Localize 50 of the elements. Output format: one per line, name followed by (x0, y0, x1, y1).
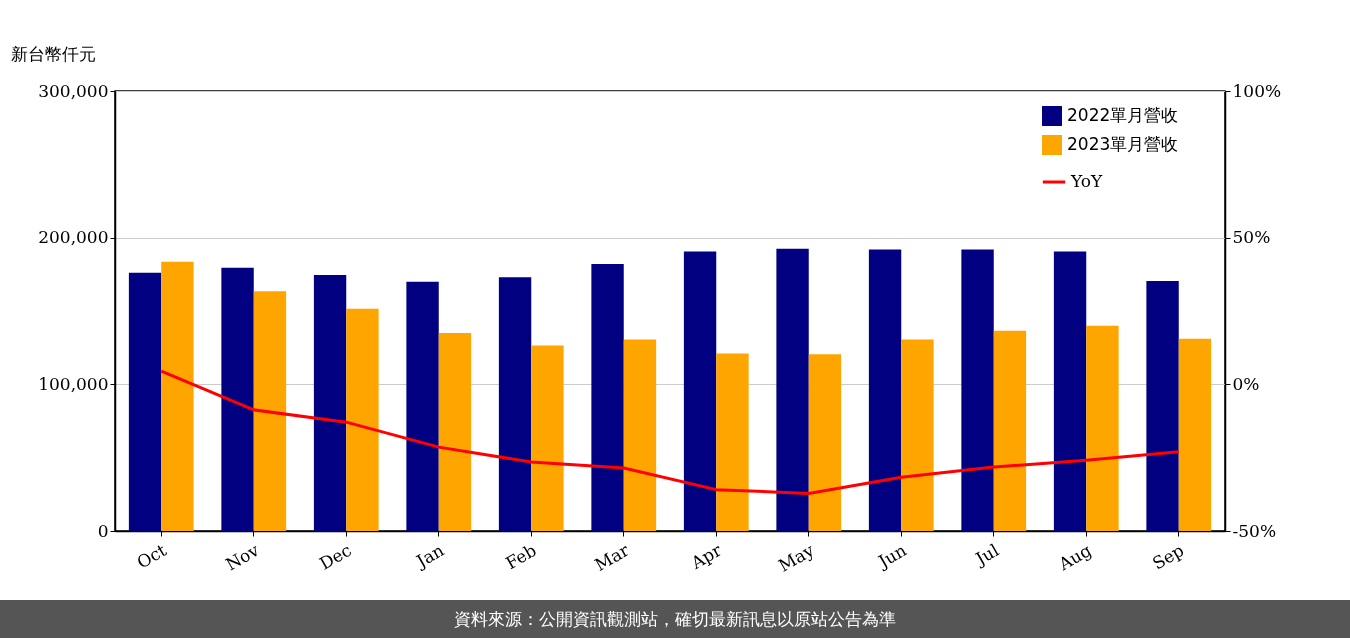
bar (808, 354, 842, 531)
y-tick-label: 100,000 (38, 373, 109, 394)
bar (346, 308, 379, 531)
bar (128, 272, 162, 531)
bar (776, 248, 809, 531)
bar (716, 353, 749, 531)
bar (1053, 251, 1087, 531)
x-tick-label: Oct (133, 539, 170, 573)
x-tick-label: Jul (970, 539, 1003, 570)
y2-tick-label: 100% (1232, 80, 1282, 101)
bar (1146, 280, 1179, 531)
x-tick-label: Nov (222, 539, 263, 575)
bar (313, 275, 347, 531)
bar (498, 277, 532, 531)
y-tick-label: 200,000 (38, 227, 109, 248)
x-tick-label: Feb (502, 539, 540, 574)
bar (993, 330, 1027, 531)
bar (438, 333, 472, 531)
y2-tick-label: 50% (1232, 227, 1271, 248)
bar (623, 339, 657, 531)
legend-label: 2022單月營收 (1067, 105, 1179, 125)
bar (868, 249, 902, 531)
line-series (159, 369, 1181, 495)
y-axis-title: 新台幣仟元 (10, 43, 96, 64)
bar (221, 267, 254, 531)
x-tick-label: May (775, 539, 818, 576)
x-tick-label: Dec (315, 539, 355, 574)
bar (161, 261, 194, 531)
x-tick-label: Jun (873, 539, 910, 573)
bar (406, 281, 439, 531)
legend-label: 2023單月營收 (1067, 134, 1179, 154)
x-tick-label: Apr (686, 539, 726, 574)
source-note: 資料來源：公開資訊觀測站，確切最新訊息以原站公告為準 (0, 600, 1350, 638)
bar (531, 345, 564, 531)
x-tick-label: Sep (1149, 539, 1188, 574)
y2-tick-label: 0% (1232, 373, 1260, 394)
bar (1086, 325, 1119, 531)
bar (683, 251, 717, 531)
bar (1178, 338, 1212, 531)
legend-label: YoY (1070, 171, 1103, 191)
x-tick-label: Jan (411, 539, 448, 573)
y-tick-label: 300,000 (38, 80, 109, 101)
y-tick-label: 0 (97, 520, 109, 541)
bar (591, 264, 624, 531)
bar (253, 291, 287, 531)
bar (961, 249, 994, 531)
x-tick-label: Aug (1054, 539, 1095, 575)
y2-tick-label: -50% (1232, 520, 1277, 541)
x-tick-label: Mar (591, 539, 633, 576)
bar (901, 339, 934, 531)
